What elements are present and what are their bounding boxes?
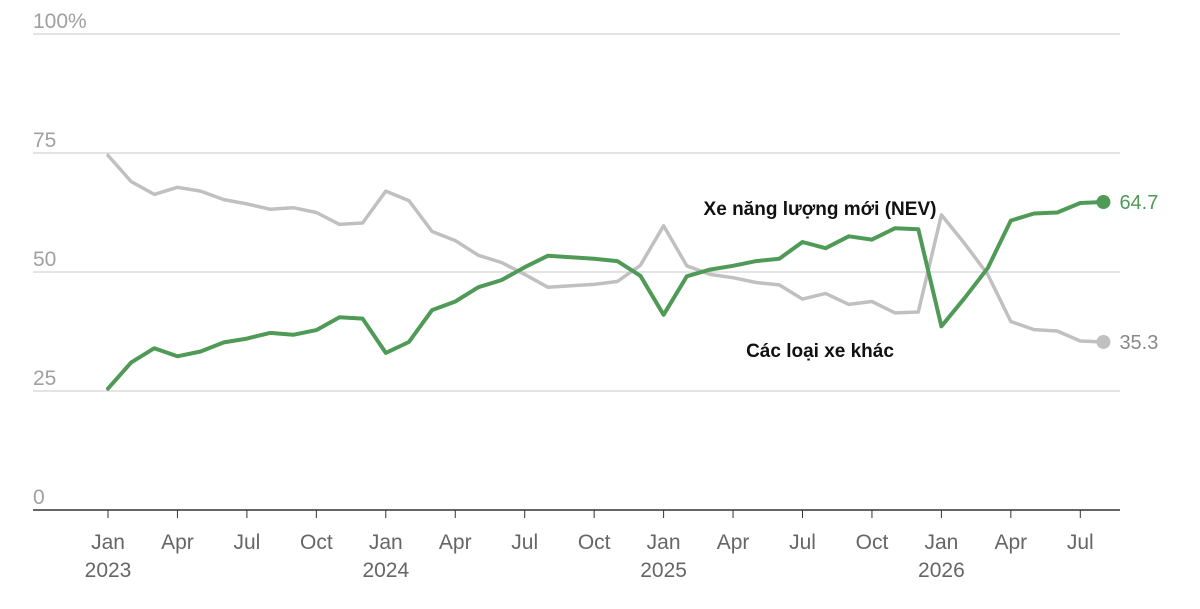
x-tick-label-month: Jul (1067, 531, 1094, 554)
other-series-annotation: Các loại xe khác (746, 341, 894, 362)
x-tick-label-month: Apr (995, 531, 1028, 554)
y-tick-label: 50 (33, 248, 56, 271)
y-tick-label: 75 (33, 129, 56, 152)
other-end-marker (1096, 334, 1111, 349)
x-tick-label-month: Jul (511, 531, 538, 554)
x-tick-label-month: Apr (717, 531, 750, 554)
x-axis-labels: Jan 2023 Apr Jul Oct Jan 2024 Apr Jul Oct Jan 2025 A… (85, 510, 1094, 582)
y-axis-labels: 0 25 50 75 100% (33, 10, 87, 509)
other-series-line (106, 153, 1106, 344)
y-tick-label: 25 (33, 367, 56, 390)
nev-end-label: 64.7 (1119, 192, 1158, 214)
x-tick-label-month: Oct (856, 531, 889, 554)
x-tick-label-month: Jan (369, 531, 403, 554)
y-tick-label: 0 (33, 486, 45, 509)
x-tick-label-year: 2024 (362, 559, 409, 582)
nev-series-line (106, 200, 1106, 391)
x-tick-label-month: Jan (924, 531, 958, 554)
x-tick-label-month: Jul (233, 531, 260, 554)
x-tick-label-month: Oct (300, 531, 333, 554)
y-tick-label: 100% (33, 10, 87, 33)
x-tick-label-month: Jan (647, 531, 681, 554)
gridlines (33, 33, 1120, 511)
x-tick-label-month: Apr (161, 531, 194, 554)
other-end-label: 35.3 (1119, 332, 1158, 354)
x-tick-label-year: 2023 (85, 559, 132, 582)
x-tick-label-month: Jan (91, 531, 125, 554)
x-tick-label-month: Oct (578, 531, 611, 554)
x-tick-label-year: 2025 (640, 559, 687, 582)
x-tick-label-month: Apr (439, 531, 472, 554)
nev-series-annotation: Xe năng lượng mới (NEV) (704, 199, 937, 220)
nev-end-marker (1096, 195, 1111, 210)
series-lines: 35.3 64.7 (106, 153, 1158, 391)
x-tick-label-year: 2026 (918, 559, 965, 582)
x-tick-label-month: Jul (789, 531, 816, 554)
